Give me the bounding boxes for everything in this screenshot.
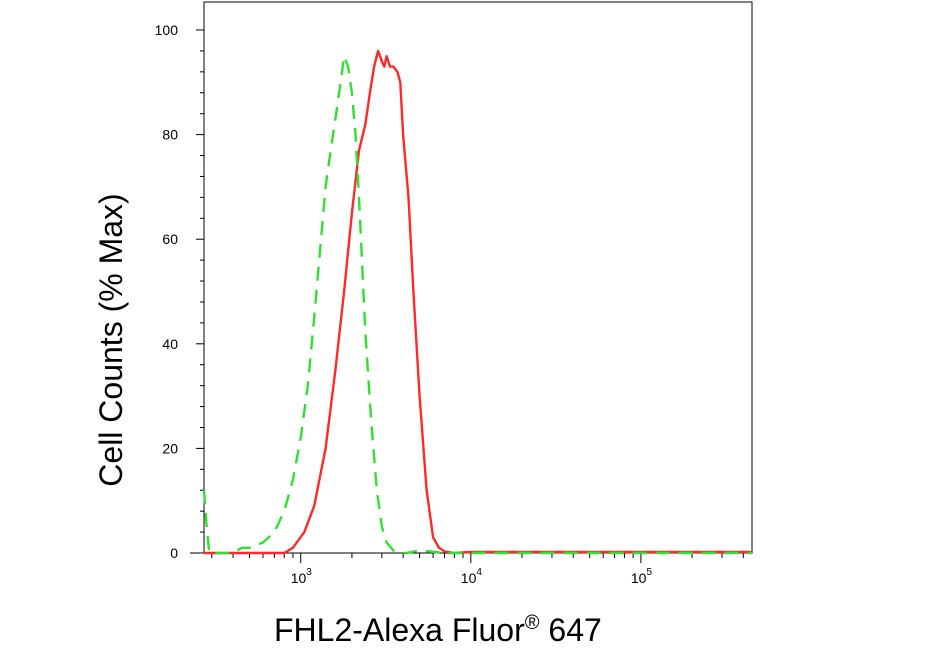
x-axis-title-mark: ® [525,612,540,634]
control-histogram-line [202,55,752,555]
series-layer [202,49,752,555]
x-tick-label: 105 [631,567,653,586]
x-tick-exponent: 4 [476,567,482,578]
x-tick-base: 10 [291,570,307,586]
x-axis-title-main: FHL2-Alexa Fluor [274,612,525,648]
y-tick-label: 0 [170,545,178,561]
plot-frame [203,1,753,554]
sample-histogram-line [204,49,752,555]
x-tick-exponent: 3 [306,567,312,578]
x-tick-exponent: 5 [646,567,652,578]
y-tick-label: 100 [155,22,179,38]
y-axis-ticks: 0 20 40 60 80 100 [155,22,204,561]
y-tick-label: 40 [162,336,178,352]
x-tick-label: 103 [291,567,313,586]
x-axis-title: FHL2-Alexa Fluor® 647 [274,612,602,648]
x-tick-base: 10 [631,570,647,586]
y-axis-title: Cell Counts (% Max) [93,193,129,486]
y-tick-label: 80 [162,127,178,143]
x-tick-base: 10 [461,570,477,586]
y-tick-label: 60 [162,231,178,247]
y-tick-label: 20 [162,440,178,456]
x-axis-title-tail: 647 [540,612,602,648]
x-tick-label: 104 [461,567,483,586]
x-axis-ticks: 103 104 105 [211,553,744,586]
